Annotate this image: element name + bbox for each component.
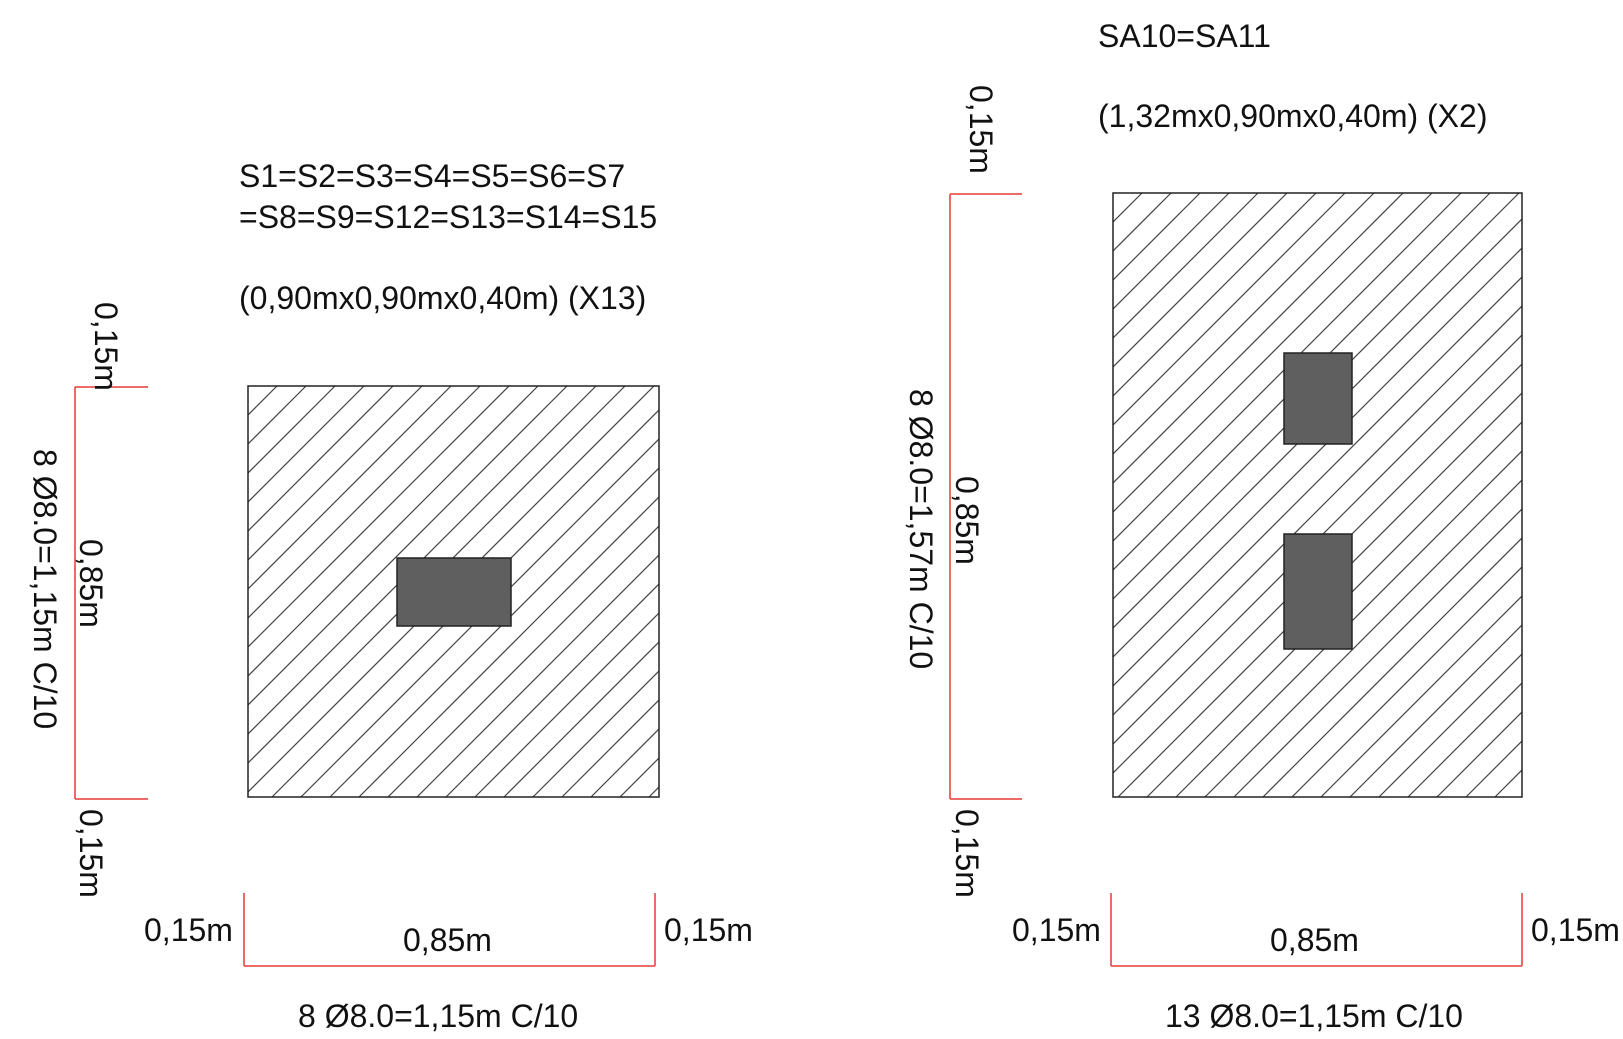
hatch-line [248, 386, 365, 503]
footing-left-size-label: (0,90mx0,90mx0,40m) (X13) [239, 280, 646, 316]
footing-left-dim-top-cover: 0,15m [88, 302, 124, 391]
footing-right-column-lower [1283, 533, 1353, 650]
footing-right-horizontal-dimension [1110, 893, 1523, 967]
hatch-line [1113, 193, 1346, 426]
footing-right-rebar-vertical: 8 Ø8.0=1,57m C/10 [903, 389, 939, 669]
footing-left-column [396, 557, 512, 627]
hatch-line [1113, 193, 1201, 281]
hatch-line [445, 583, 659, 797]
footing-left-title-line1: S1=S2=S3=S4=S5=S6=S7 [239, 158, 625, 194]
hatch-line [1113, 193, 1288, 368]
hatch-line [532, 670, 659, 797]
hatch-line [1113, 276, 1522, 687]
hatch-line [648, 786, 659, 797]
footing-left-rebar-horizontal: 8 Ø8.0=1,15m C/10 [298, 998, 578, 1034]
hatch-line [1113, 247, 1522, 658]
hatch-line [248, 386, 481, 619]
hatch-line [1113, 218, 1522, 629]
footing-right-dim-right-cover: 0,15m [1531, 912, 1620, 948]
hatch-line [1113, 193, 1462, 542]
footing-right-dim-height: 0,85m [949, 476, 985, 565]
footing-right-dim-left-cover: 0,15m [1012, 912, 1101, 948]
hatch-line [1436, 711, 1522, 797]
hatch-line [1113, 193, 1433, 513]
hatch-line [1262, 537, 1522, 797]
hatch-line [248, 386, 423, 561]
hatch-line [1233, 508, 1522, 797]
footing-right-dim-top-cover: 0,15m [963, 85, 999, 174]
footing-right-column-upper [1283, 352, 1353, 445]
hatch-line [1113, 193, 1520, 600]
hatch-line [474, 612, 659, 797]
hatch-line [1204, 479, 1522, 797]
hatch-line [1113, 193, 1172, 252]
hatch-line [1113, 193, 1317, 397]
hatch-line [1175, 450, 1522, 797]
hatch-line [1524, 193, 1623, 797]
hatch-line [248, 386, 539, 677]
footing-right-title: SA10=SA11 [1098, 18, 1271, 54]
footing-right-rebar-horizontal: 13 Ø8.0=1,15m C/10 [1165, 998, 1463, 1034]
hatch-line [1320, 595, 1522, 797]
footing-left-vertical-dimension [74, 386, 148, 800]
hatch-line [358, 496, 659, 797]
hatch-line [248, 386, 568, 706]
hatch-line [1378, 653, 1522, 797]
hatch-line [248, 386, 510, 648]
hatch-line [1407, 682, 1522, 797]
hatch-line [1113, 193, 1491, 571]
footing-left-hatch [248, 386, 1089, 797]
hatch-line [1113, 193, 1404, 484]
hatch-line [1113, 363, 1522, 774]
footing-left-title-line2: =S8=S9=S12=S13=S14=S15 [239, 199, 657, 235]
hatch-line [590, 728, 659, 797]
footing-right-vertical-dimension [949, 193, 1022, 800]
hatch-line [1494, 769, 1522, 797]
footing-right-hatch [1113, 193, 1623, 797]
hatch-line [1113, 305, 1522, 716]
hatch-line [1117, 392, 1522, 797]
hatch-line [1113, 193, 1259, 339]
hatch-line [1465, 740, 1522, 797]
hatch-line [1291, 566, 1522, 797]
footing-left: S1=S2=S3=S4=S5=S6=S7 =S8=S9=S12=S13=S14=… [27, 158, 1089, 1034]
footing-left-dim-right-cover: 0,15m [664, 912, 753, 948]
hatch-line [1146, 421, 1522, 797]
footing-left-rebar-vertical: 8 Ø8.0=1,15m C/10 [27, 449, 63, 729]
footing-left-dim-height: 0,85m [73, 539, 109, 628]
hatch-line [619, 757, 659, 797]
hatch-line [416, 554, 659, 797]
hatch-line [387, 525, 659, 797]
hatch-line [248, 386, 394, 532]
hatch-line [503, 641, 659, 797]
footing-left-outline [247, 385, 660, 798]
footing-left-dim-left-cover: 0,15m [144, 912, 233, 948]
hatch-line [329, 467, 659, 797]
hatch-line [1113, 193, 1375, 455]
footing-left-dim-bottom-cover: 0,15m [73, 809, 109, 898]
hatch-line [248, 386, 336, 474]
footing-right-dim-width: 0,85m [1270, 922, 1359, 958]
footing-right-dim-bottom-cover: 0,15m [949, 809, 985, 898]
footing-right: SA10=SA11 (1,32mx0,90mx0,40m) (X2) 0,15m… [903, 18, 1623, 1034]
footing-right-size-label: (1,32mx0,90mx0,40m) (X2) [1098, 98, 1487, 134]
hatch-line [1113, 334, 1522, 745]
hatch-line [248, 386, 597, 735]
footing-right-outline [1112, 192, 1523, 798]
hatch-line [248, 386, 452, 590]
hatch-line [678, 386, 1089, 797]
hatch-line [1349, 624, 1522, 797]
footing-left-horizontal-dimension [243, 893, 656, 967]
hatch-line [1113, 193, 1230, 310]
footing-left-dim-width: 0,85m [403, 922, 492, 958]
hatch-line [561, 699, 659, 797]
